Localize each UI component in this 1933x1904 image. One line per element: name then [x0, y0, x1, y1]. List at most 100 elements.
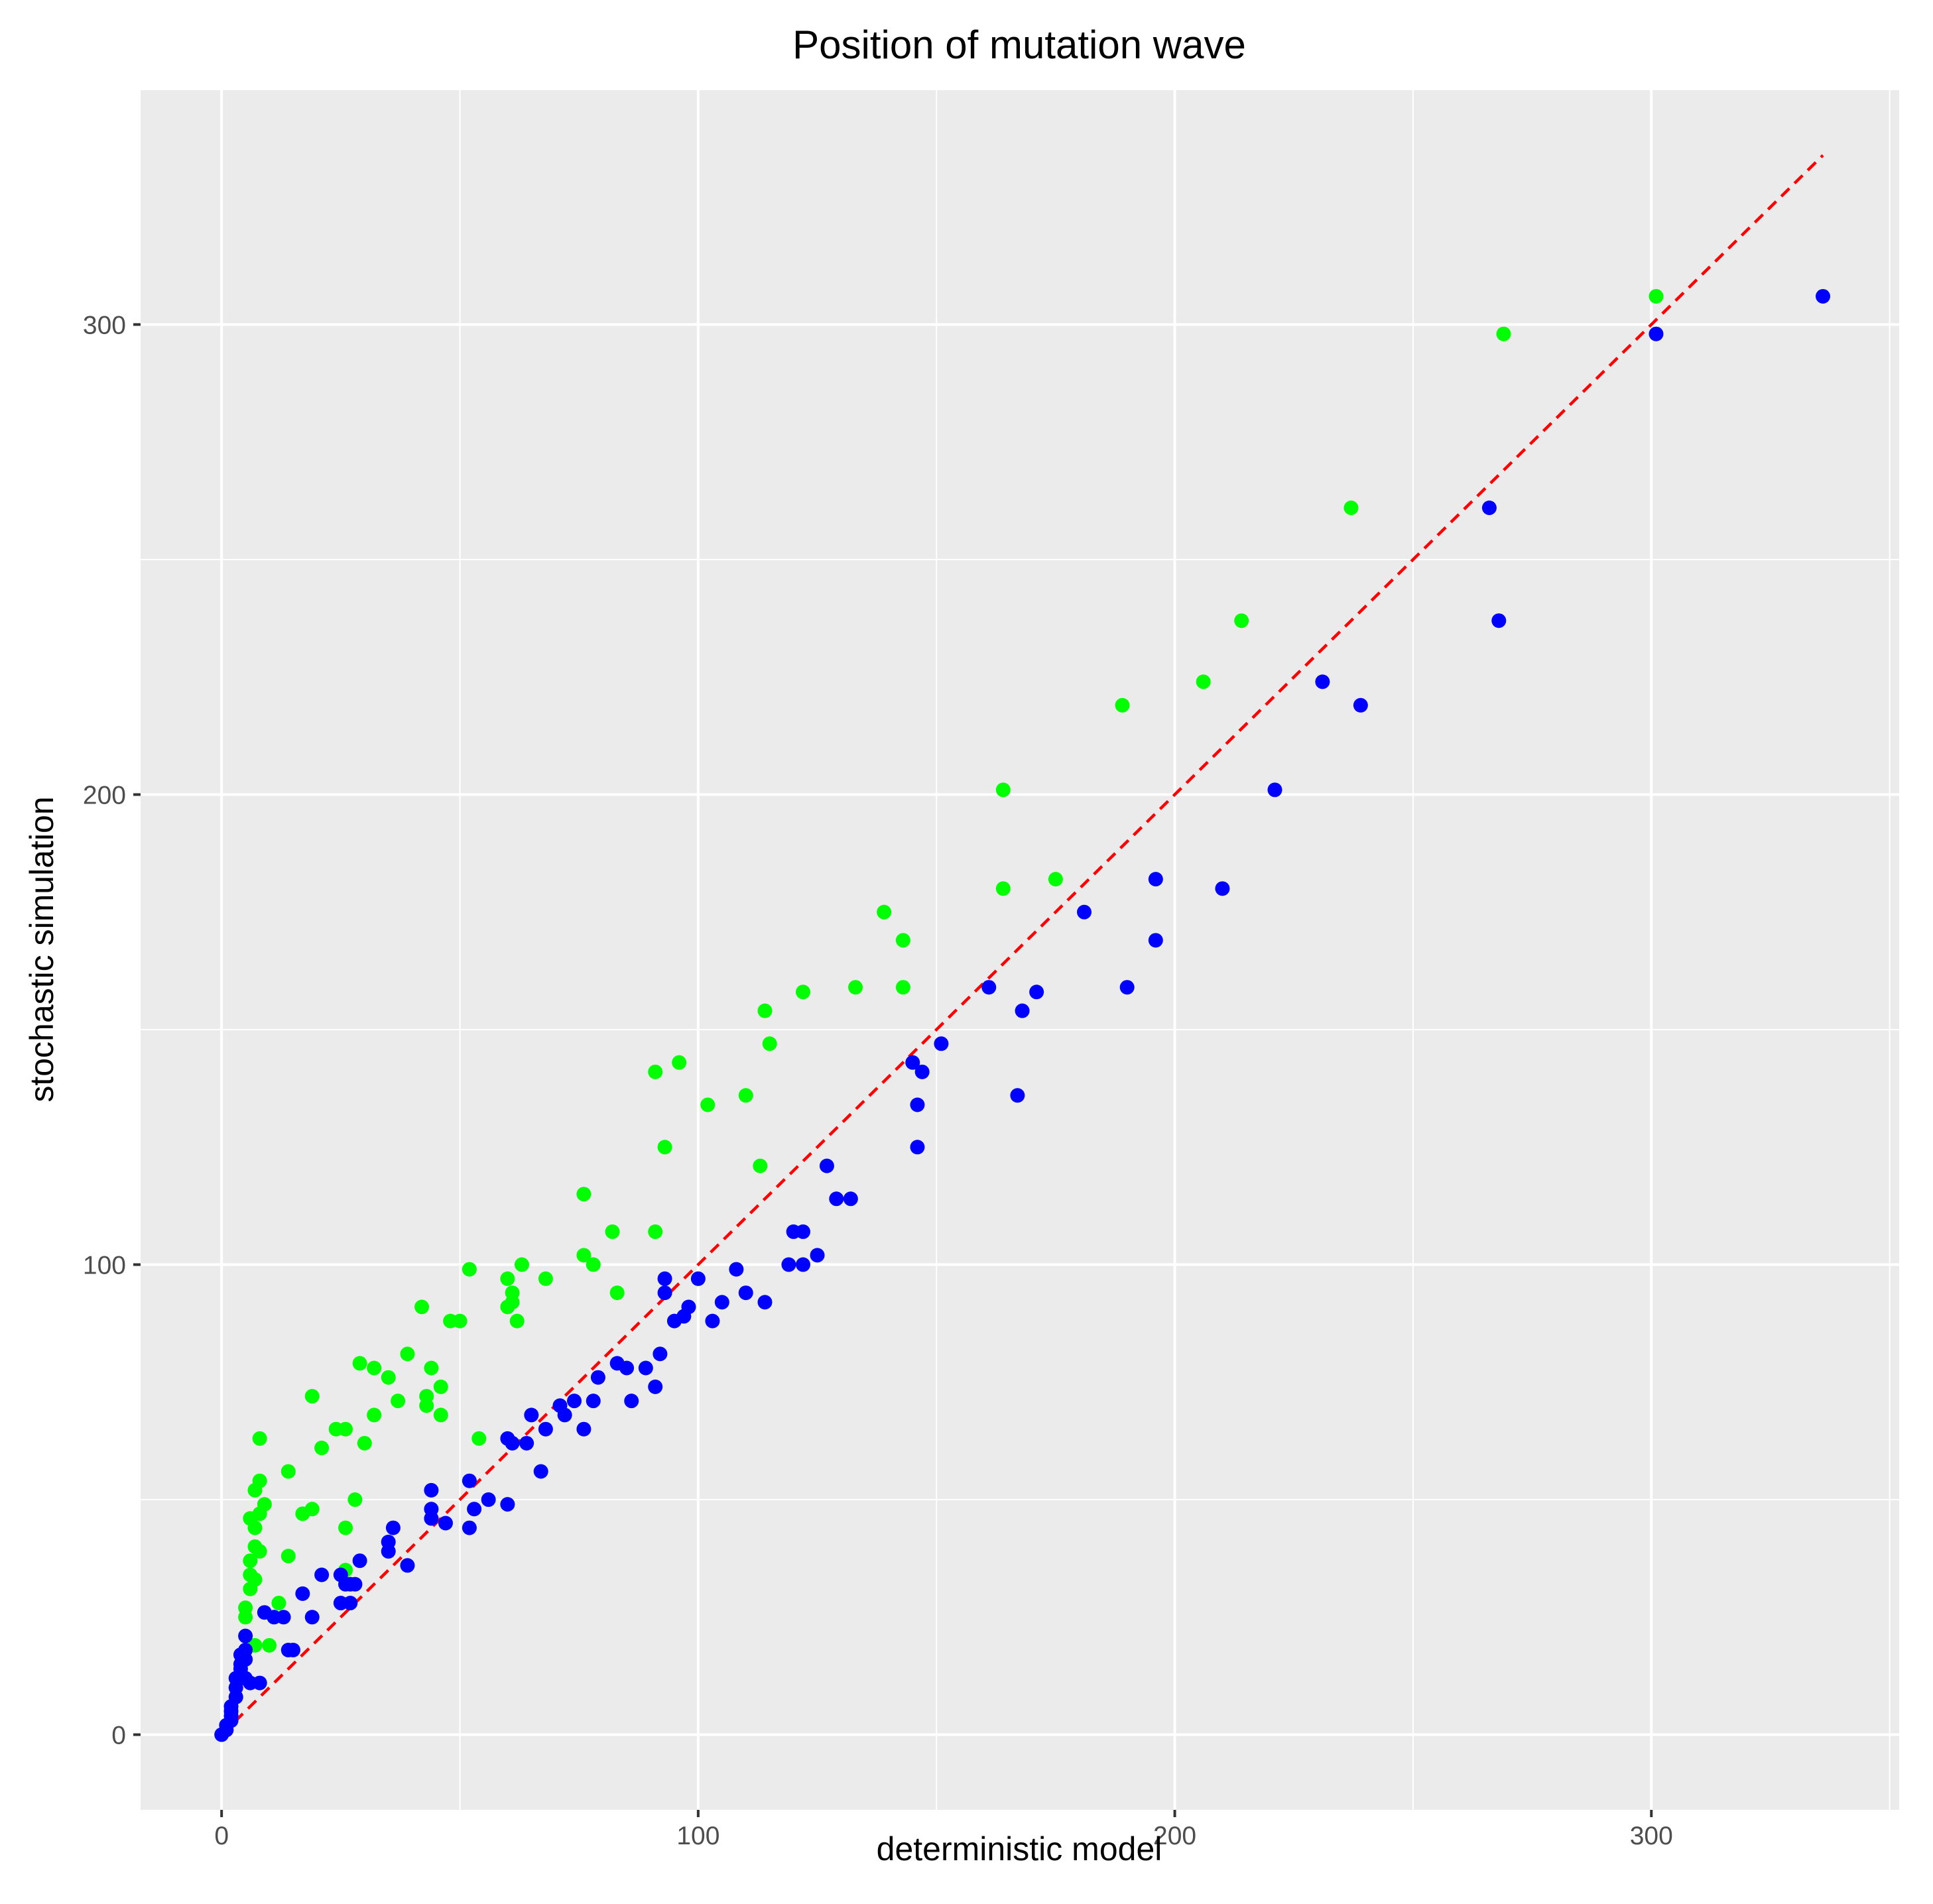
data-point	[381, 1544, 396, 1559]
data-point	[400, 1346, 415, 1362]
data-point	[1491, 613, 1507, 628]
data-point	[433, 1407, 448, 1423]
data-point	[243, 1553, 258, 1569]
reference-line-layer	[220, 154, 1824, 1736]
data-point	[500, 1431, 515, 1446]
data-point	[843, 1191, 858, 1207]
data-point	[576, 1421, 592, 1437]
data-point	[367, 1360, 382, 1376]
data-point	[500, 1497, 515, 1512]
data-point	[1315, 674, 1330, 689]
data-point	[1496, 326, 1511, 341]
x-axis-title: deterministic model	[877, 1830, 1162, 1868]
data-point	[714, 1295, 729, 1310]
data-point	[1816, 288, 1831, 304]
data-point	[609, 1285, 625, 1301]
data-point	[895, 933, 910, 948]
y-tick-label: 0	[111, 1722, 126, 1750]
data-point	[281, 1642, 296, 1657]
data-point	[271, 1596, 286, 1611]
data-point	[304, 1610, 320, 1625]
data-point	[252, 1431, 267, 1446]
points-layer	[214, 288, 1831, 1742]
data-point	[1481, 501, 1497, 516]
data-point	[333, 1567, 348, 1582]
data-point	[533, 1464, 548, 1479]
data-point	[757, 1295, 773, 1310]
data-point	[214, 1727, 229, 1742]
data-point	[672, 1055, 687, 1070]
data-point	[462, 1520, 477, 1535]
data-point	[357, 1435, 372, 1451]
data-point	[481, 1492, 496, 1508]
x-axis-tick-labels: 0 100 200 300	[214, 1822, 1672, 1850]
data-point	[238, 1610, 253, 1625]
data-point	[995, 782, 1011, 798]
y-axis-tick-labels: 0 100 200 300	[83, 312, 126, 1750]
data-point	[424, 1502, 439, 1517]
data-point	[638, 1360, 653, 1376]
data-point	[247, 1539, 263, 1554]
x-tick-label: 300	[1630, 1822, 1673, 1850]
data-point	[467, 1502, 482, 1517]
data-point	[810, 1248, 825, 1263]
data-point	[304, 1389, 320, 1404]
data-point	[471, 1431, 487, 1446]
data-point	[414, 1299, 430, 1315]
data-point	[700, 1097, 716, 1112]
data-point	[586, 1257, 601, 1272]
data-point	[509, 1313, 525, 1329]
data-point	[314, 1441, 330, 1456]
data-point	[624, 1394, 639, 1409]
data-point	[905, 1055, 920, 1070]
data-point	[1196, 674, 1211, 689]
data-point	[538, 1271, 553, 1286]
data-point	[1267, 782, 1282, 798]
data-point	[981, 980, 997, 995]
data-point	[243, 1581, 258, 1596]
data-point	[462, 1262, 477, 1277]
data-point	[657, 1140, 672, 1155]
data-point	[333, 1596, 348, 1611]
data-point	[648, 1224, 663, 1239]
y-tick-label: 200	[83, 782, 126, 810]
data-point	[576, 1248, 592, 1263]
x-tick-label: 200	[1153, 1822, 1196, 1850]
data-point	[895, 980, 910, 995]
data-point	[934, 1036, 949, 1051]
data-point	[1029, 984, 1044, 1000]
series-2	[214, 288, 1831, 1742]
data-point	[1015, 1003, 1030, 1018]
data-point	[419, 1398, 434, 1413]
data-point	[786, 1224, 801, 1239]
data-point	[567, 1394, 582, 1409]
data-point	[238, 1628, 253, 1643]
data-point	[586, 1394, 601, 1409]
data-point	[338, 1520, 353, 1535]
x-tick-label: 100	[676, 1822, 719, 1850]
data-point	[738, 1088, 753, 1103]
data-point	[352, 1553, 367, 1569]
data-point	[1010, 1088, 1025, 1103]
data-point	[1234, 613, 1249, 628]
series-1	[238, 288, 1664, 1653]
minor-gridlines	[141, 89, 1899, 1810]
data-point	[243, 1567, 258, 1582]
data-point	[1148, 933, 1163, 948]
data-point	[514, 1257, 529, 1272]
data-point	[819, 1158, 834, 1173]
data-point	[328, 1421, 343, 1437]
data-point	[462, 1473, 477, 1488]
data-point	[1115, 697, 1130, 713]
data-point	[443, 1313, 458, 1329]
data-point	[657, 1271, 672, 1286]
data-point	[519, 1435, 534, 1451]
data-point	[1215, 881, 1230, 896]
data-point	[424, 1360, 439, 1376]
data-point	[500, 1271, 515, 1286]
data-point	[524, 1407, 539, 1423]
data-point	[295, 1586, 310, 1601]
data-point	[1119, 980, 1135, 995]
data-point	[795, 984, 810, 1000]
